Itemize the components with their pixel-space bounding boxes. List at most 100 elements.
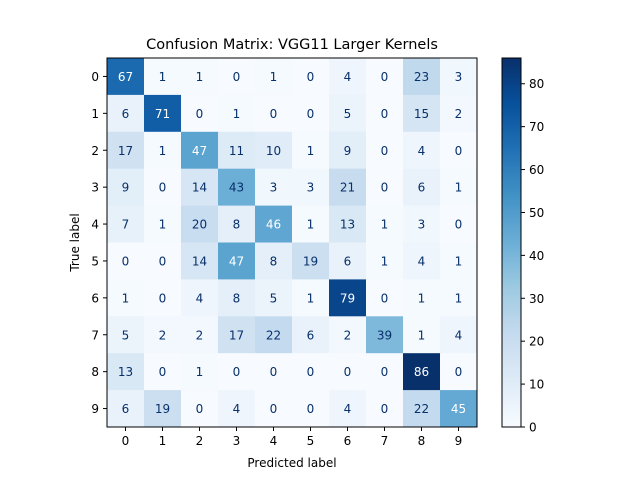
cell-value-label: 1: [455, 254, 463, 268]
x-tick-label: 2: [196, 434, 204, 448]
cell-value-label: 22: [414, 402, 429, 416]
heatmap-cell: [366, 242, 404, 280]
x-tick-label: 6: [344, 434, 352, 448]
heatmap-cell: [440, 242, 478, 280]
heatmap-cell: [366, 390, 404, 428]
cell-value-label: 4: [196, 291, 204, 305]
colorbar: [501, 57, 522, 428]
cell-value-label: 4: [344, 402, 352, 416]
heatmap-cell: [218, 390, 256, 428]
heatmap-cell: [255, 390, 293, 428]
cell-value-label: 1: [381, 254, 389, 268]
cell-value-label: 0: [270, 365, 278, 379]
cell-value-label: 2: [196, 328, 204, 342]
cell-value-label: 1: [307, 218, 315, 232]
heatmap-cell: [292, 316, 330, 354]
cell-value-label: 19: [155, 402, 170, 416]
cell-value-label: 4: [344, 70, 352, 84]
cell-value-label: 10: [266, 144, 281, 158]
cell-value-label: 0: [307, 402, 315, 416]
x-tick-label: 4: [270, 434, 278, 448]
heatmap-cell: [255, 131, 293, 170]
heatmap-cell: [181, 279, 219, 317]
cell-value-label: 0: [455, 218, 463, 232]
heatmap-cell: [181, 94, 219, 133]
cell-value-label: 1: [196, 70, 204, 84]
cell-value-label: 1: [233, 107, 241, 121]
cell-value-label: 1: [381, 218, 389, 232]
cell-value-label: 1: [159, 70, 167, 84]
y-axis-label: True label: [68, 213, 82, 272]
heatmap-cell: [255, 168, 293, 207]
heatmap-cell: [144, 168, 182, 207]
heatmap-cell: [366, 168, 404, 207]
heatmap-cell: [107, 316, 145, 354]
cell-value-label: 6: [122, 107, 130, 121]
cell-value-label: 0: [196, 107, 204, 121]
heatmap-cell: [255, 316, 293, 354]
cell-value-label: 39: [377, 328, 392, 342]
cell-value-label: 0: [455, 144, 463, 158]
heatmap-cell: [181, 131, 219, 170]
heatmap-cell: [292, 279, 330, 317]
x-axis-label: Predicted label: [247, 456, 336, 470]
heatmap-cell: [144, 131, 182, 170]
heatmap-cell: [366, 279, 404, 317]
cell-value-label: 71: [155, 107, 170, 121]
heatmap-cell: [292, 168, 330, 207]
heatmap-cell: [255, 242, 293, 280]
heatmap-cell: [144, 94, 182, 133]
cell-value-labels: 67 1 1 0 1 0 4 0 23 36 71 0 1 0 0 5 0 15 217 1 47 11 10 1 9 0 4 09 0…: [118, 70, 466, 416]
cell-value-label: 0: [307, 107, 315, 121]
cell-value-label: 2: [159, 328, 167, 342]
y-tick-label: 9: [91, 402, 99, 416]
heatmap-cell: [366, 94, 404, 133]
x-tick-label: 9: [455, 434, 463, 448]
cell-value-label: 5: [270, 291, 278, 305]
cell-value-label: 0: [122, 254, 130, 268]
heatmap-cell: [366, 205, 404, 243]
cell-value-label: 5: [344, 107, 352, 121]
heatmap-cell: [329, 390, 367, 428]
cell-value-label: 7: [122, 218, 130, 232]
heatmap-cell: [329, 168, 367, 207]
heatmap-cell: [329, 205, 367, 243]
cell-value-label: 8: [233, 218, 241, 232]
heatmap-cell: [181, 242, 219, 280]
cell-value-label: 0: [381, 70, 389, 84]
heatmap-cell: [403, 316, 441, 354]
heatmap-cell: [292, 205, 330, 243]
cell-value-label: 1: [455, 291, 463, 305]
cell-value-label: 1: [307, 291, 315, 305]
cell-value-label: 0: [307, 365, 315, 379]
heatmap-cell: [218, 242, 256, 280]
heatmap-cell: [218, 94, 256, 133]
colorbar-tick-label: 60: [529, 163, 544, 177]
cell-value-label: 0: [159, 254, 167, 268]
heatmap-cell: [366, 58, 404, 96]
heatmap-cell: [403, 94, 441, 133]
heatmap-cell: [403, 242, 441, 280]
cell-value-label: 1: [418, 328, 426, 342]
heatmap-cell: [329, 58, 367, 96]
cell-value-label: 4: [418, 254, 426, 268]
y-axis-ticks: 0 1 2 3 4 5 6 7 8 9: [91, 70, 107, 416]
colorbar-tick-label: 20: [529, 335, 544, 349]
cell-value-label: 47: [192, 144, 207, 158]
heatmap-cell: [181, 58, 219, 96]
heatmap-cell: [107, 94, 145, 133]
heatmap-cell: [440, 353, 478, 391]
y-tick-label: 7: [91, 328, 99, 342]
cell-value-label: 0: [344, 365, 352, 379]
heatmap-cell: [403, 390, 441, 428]
heatmap-cell: [218, 316, 256, 354]
y-tick-label: 0: [91, 70, 99, 84]
heatmap-cell: [329, 242, 367, 280]
cell-value-label: 6: [344, 254, 352, 268]
heatmap-cell: [107, 131, 145, 170]
cell-value-label: 23: [414, 70, 429, 84]
cell-value-label: 14: [192, 181, 207, 195]
cell-value-label: 0: [307, 70, 315, 84]
cell-value-label: 6: [418, 181, 426, 195]
cell-value-label: 3: [270, 181, 278, 195]
